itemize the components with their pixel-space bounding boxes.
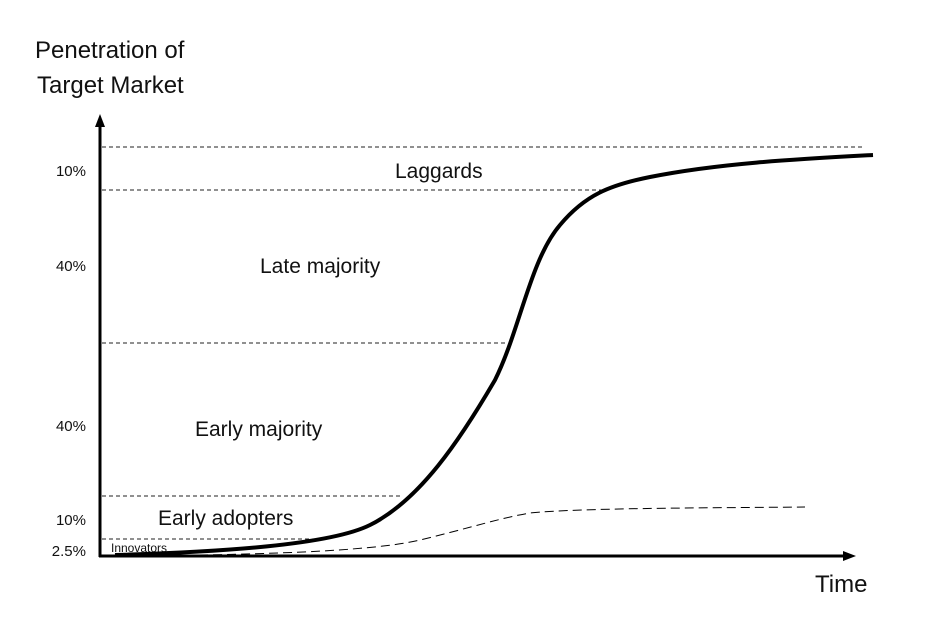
segment-label-early-adopters: Early adopters [158,507,293,530]
share-early-majority: 40% [56,418,86,435]
share-late-majority: 40% [56,258,86,275]
y-axis-title-line2: Target Market [37,72,184,99]
segment-label-early-majority: Early majority [195,418,323,441]
adoption-rate-curve [114,506,806,557]
share-innovators: 2.5% [52,543,86,560]
x-axis-arrow [843,551,856,561]
segment-label-innovators: Innovators [111,541,167,555]
share-laggards: 10% [56,163,86,180]
x-axis-label: Time [815,571,867,598]
segment-label-laggards: Laggards [395,160,483,183]
y-axis-arrow [95,114,105,127]
segment-label-late-majority: Late majority [260,255,381,278]
share-early-adopters: 10% [56,512,86,529]
y-axis-title-line1: Penetration of [35,37,185,64]
cumulative-adoption-curve [114,153,874,557]
